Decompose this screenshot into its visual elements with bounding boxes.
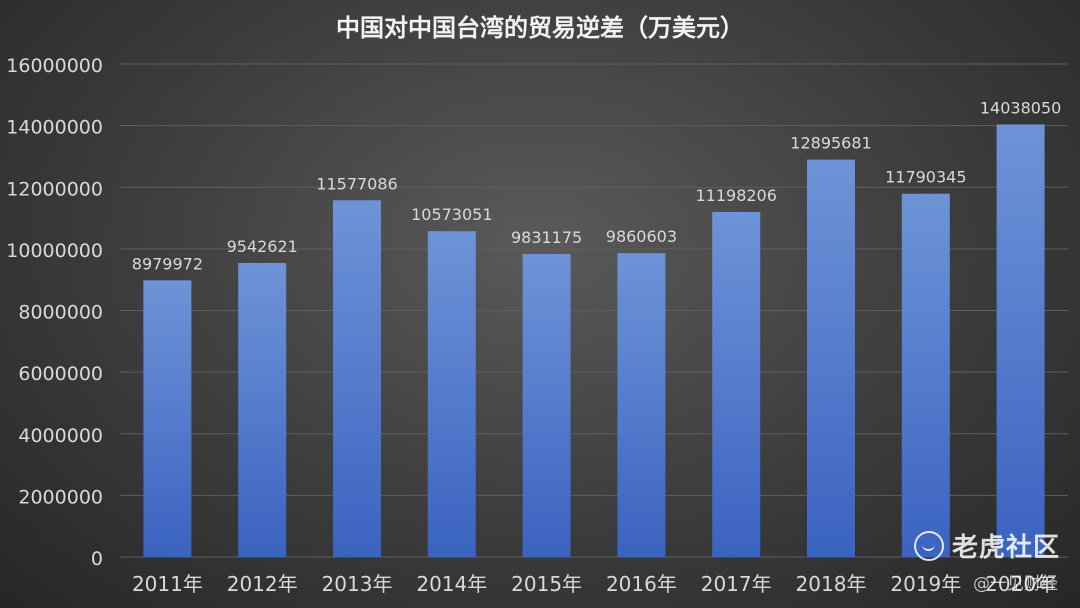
data-label: 8979972 — [132, 254, 203, 273]
x-tick-label: 2019年 — [890, 572, 961, 596]
y-tick-label: 2000000 — [18, 486, 103, 508]
chart-title: 中国对中国台湾的贸易逆差（万美元） — [336, 14, 744, 42]
data-label: 9860603 — [606, 227, 677, 246]
x-tick-label: 2011年 — [132, 572, 203, 596]
x-tick-label: 2015年 — [511, 572, 582, 596]
data-label: 14038050 — [980, 98, 1061, 117]
bar — [522, 254, 571, 558]
watermark: 老虎社区 — [913, 527, 1060, 564]
bars — [143, 124, 1045, 558]
tiger-logo-icon — [913, 530, 944, 561]
y-tick-label: 10000000 — [6, 240, 103, 262]
data-label: 10573051 — [411, 205, 492, 224]
data-labels: 8979972 9542621 11577086 10573051 9831175 986… — [132, 98, 1062, 273]
bar — [143, 280, 192, 557]
bar — [901, 193, 950, 557]
bar — [807, 159, 855, 557]
y-tick-label: 0 — [91, 548, 103, 570]
data-label: 11577086 — [316, 174, 397, 193]
x-tick-label: 2014年 — [416, 572, 487, 596]
bar — [238, 262, 287, 557]
bar — [996, 124, 1045, 558]
y-tick-label: 8000000 — [18, 302, 103, 324]
y-axis: 0 2000000 4000000 6000000 8000000 10000000 120… — [6, 55, 103, 570]
bar — [333, 200, 381, 557]
x-tick-label: 2016年 — [606, 572, 677, 596]
x-axis: 2011年 2012年 2013年 2014年 2015年 2016年 2017年 2018年… — [132, 572, 1056, 596]
x-tick-label: 2012年 — [227, 572, 298, 596]
source-credit: @一见财经 — [973, 574, 1058, 594]
y-tick-label: 14000000 — [6, 117, 103, 139]
data-label: 12895681 — [790, 134, 871, 153]
bar — [617, 253, 666, 557]
data-label: 9542621 — [227, 237, 298, 256]
bar — [427, 231, 476, 557]
x-tick-label: 2013年 — [322, 572, 393, 596]
x-tick-label: 2020年 — [985, 572, 1056, 596]
data-label: 9831175 — [511, 228, 582, 247]
bar — [712, 211, 761, 558]
data-label: 11198206 — [695, 186, 776, 205]
data-label: 11790345 — [885, 168, 966, 187]
y-tick-label: 4000000 — [18, 425, 103, 447]
y-tick-label: 12000000 — [6, 178, 103, 200]
x-tick-label: 2017年 — [701, 572, 772, 596]
watermark-brand: 老虎社区 — [951, 533, 1060, 563]
y-tick-label: 6000000 — [18, 363, 103, 385]
y-tick-label: 16000000 — [6, 55, 103, 77]
x-tick-label: 2018年 — [796, 572, 867, 596]
